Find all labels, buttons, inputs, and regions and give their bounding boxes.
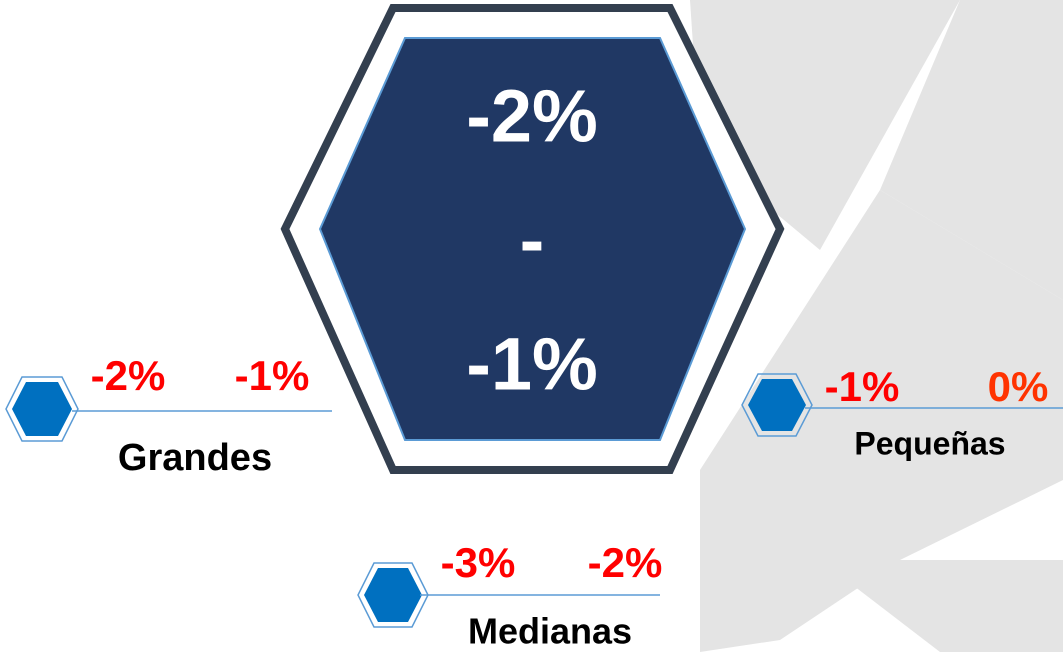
item-high: 0% — [988, 363, 1049, 410]
background-shapes — [690, 0, 1063, 652]
item-high: -2% — [588, 539, 663, 586]
item-label: Medianas — [468, 611, 632, 652]
item-high: -1% — [235, 352, 310, 399]
item-label: Grandes — [118, 437, 272, 479]
item-low: -3% — [441, 539, 516, 586]
center-low: -2% — [466, 75, 598, 158]
center-hexagon — [280, 4, 785, 474]
item-low: -2% — [91, 352, 166, 399]
item-icon — [357, 562, 660, 628]
item-icon — [5, 376, 332, 442]
center-high: -1% — [466, 323, 598, 406]
item-low: -1% — [825, 363, 900, 410]
center-separator: - — [520, 199, 545, 282]
item-label: Pequeñas — [854, 425, 1005, 461]
item-icon — [741, 373, 1063, 437]
